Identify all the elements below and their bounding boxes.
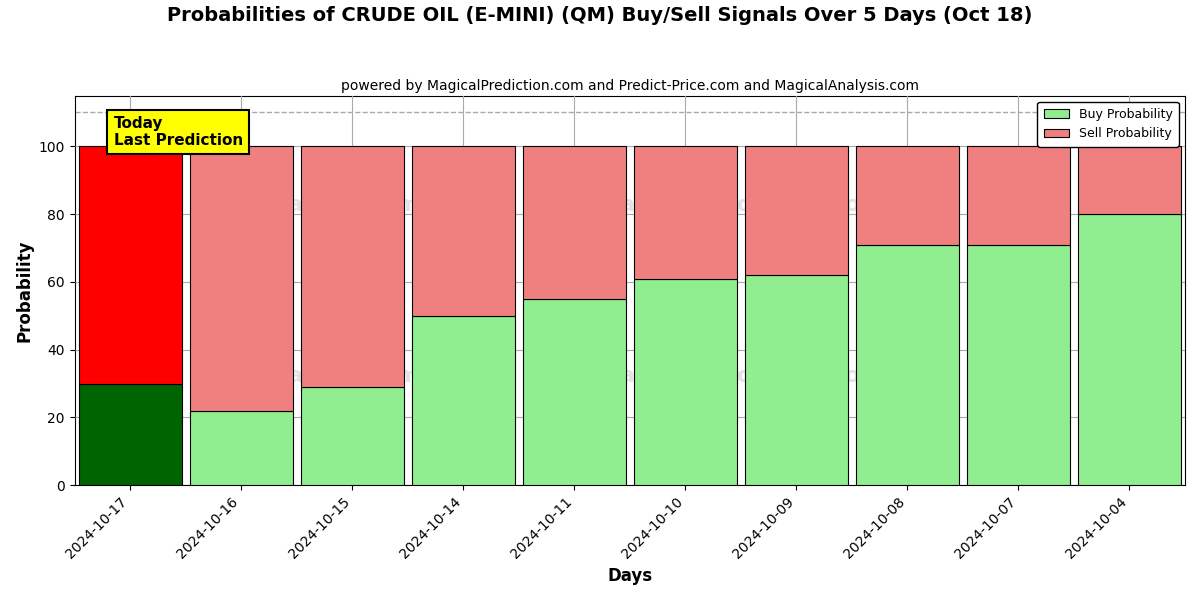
Text: MagicalPrediction.com: MagicalPrediction.com: [598, 194, 883, 215]
Text: calAnalysis.com: calAnalysis.com: [218, 194, 419, 215]
Bar: [523, 146, 626, 299]
Bar: [634, 278, 737, 485]
Bar: [856, 146, 959, 245]
Bar: [190, 146, 293, 410]
Legend: Buy Probability, Sell Probability: Buy Probability, Sell Probability: [1037, 102, 1178, 146]
Bar: [78, 383, 182, 485]
Bar: [967, 146, 1070, 245]
Bar: [634, 146, 737, 278]
Text: Today
Last Prediction: Today Last Prediction: [114, 116, 242, 148]
Bar: [967, 245, 1070, 485]
Bar: [412, 316, 515, 485]
X-axis label: Days: Days: [607, 567, 653, 585]
Bar: [1078, 146, 1181, 214]
Bar: [856, 245, 959, 485]
Text: calAnalysis.com: calAnalysis.com: [218, 366, 419, 386]
Title: powered by MagicalPrediction.com and Predict-Price.com and MagicalAnalysis.com: powered by MagicalPrediction.com and Pre…: [341, 79, 919, 93]
Bar: [412, 146, 515, 316]
Bar: [523, 299, 626, 485]
Text: MagicalPrediction.com: MagicalPrediction.com: [598, 366, 883, 386]
Y-axis label: Probability: Probability: [16, 239, 34, 341]
Text: Probabilities of CRUDE OIL (E-MINI) (QM) Buy/Sell Signals Over 5 Days (Oct 18): Probabilities of CRUDE OIL (E-MINI) (QM)…: [167, 6, 1033, 25]
Bar: [1078, 214, 1181, 485]
Bar: [190, 410, 293, 485]
Bar: [301, 146, 404, 387]
Bar: [745, 146, 848, 275]
Bar: [745, 275, 848, 485]
Bar: [78, 146, 182, 383]
Bar: [301, 387, 404, 485]
